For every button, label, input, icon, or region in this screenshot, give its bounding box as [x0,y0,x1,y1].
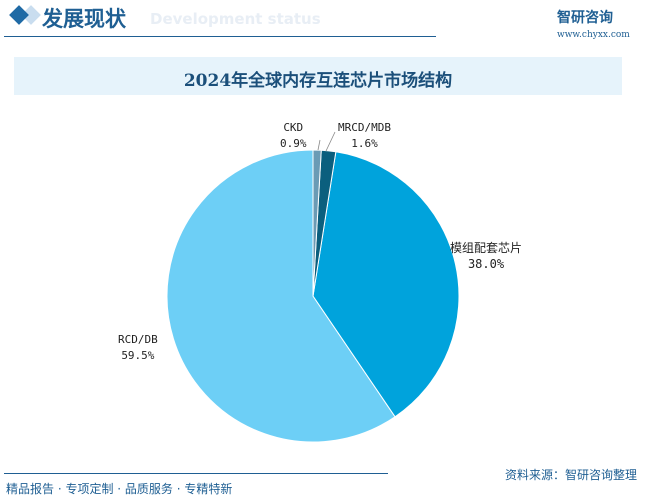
slice-name: RCD/DB [118,333,158,346]
logo: 智研咨询 [557,10,613,26]
label-module: 模组配套芯片 38.0% [450,240,522,272]
label-mrcd: MRCD/MDB 1.6% [338,120,391,152]
header-title: 发展现状 [42,7,126,31]
source-note: 资料来源：智研咨询整理 [505,468,638,482]
chart-title-bar: 2024年全球内存互连芯片市场结构 [14,57,622,95]
leader-line [317,139,321,151]
slice-value: 0.9% [280,137,307,150]
label-rcd: RCD/DB 59.5% [118,332,158,364]
divider [4,473,388,474]
pie-slice-0 [312,149,322,297]
slice-value: 1.6% [351,137,378,150]
pie-slice-3 [166,149,396,443]
slice-name: CKD [283,121,304,134]
slice-name: MRCD/MDB [338,121,391,134]
slice-value: 38.0% [467,257,505,271]
slice-value: 59.5% [121,349,155,362]
footer-slogan: 精品报告 · 专项定制 · 品质服务 · 专精特新 [6,482,233,496]
leader-line [325,131,336,152]
url: www.chyxx.com [557,30,630,40]
header-subtitle: Development status [150,10,321,28]
divider [4,36,436,37]
label-ckd: CKD 0.9% [280,120,307,152]
pie-slice-2 [312,151,460,418]
chart-title: 2024年全球内存互连芯片市场结构 [183,71,453,91]
slice-name: 模组配套芯片 [450,241,523,255]
